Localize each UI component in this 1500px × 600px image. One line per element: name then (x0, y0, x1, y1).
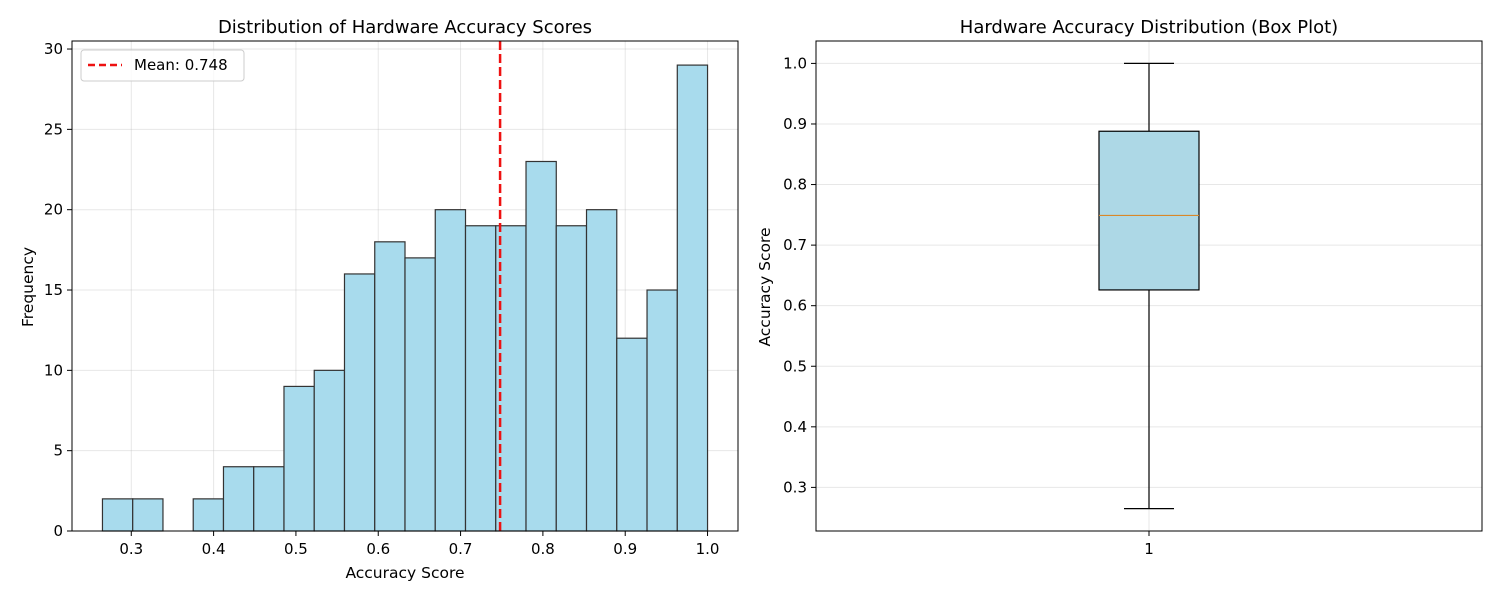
histogram-x-ticks: 0.3 0.4 0.5 0.6 0.7 0.8 0.9 1.0 (119, 531, 719, 558)
histogram-y-tick-label: 25 (44, 120, 63, 138)
histogram-x-tick-label: 0.8 (531, 540, 555, 558)
histogram-y-tick-label: 30 (44, 40, 63, 58)
histogram-bar (646, 289, 678, 532)
histogram-bar (222, 466, 255, 532)
histogram-bar (192, 498, 225, 532)
boxplot-box (1098, 130, 1200, 291)
boxplot-y-tick-label: 0.3 (783, 478, 807, 496)
boxplot-y-axis-label: Accuracy Score (756, 227, 774, 346)
boxplot-y-tick-label: 0.4 (783, 418, 807, 436)
histogram-bar (313, 369, 346, 532)
boxplot-y-tick-label: 0.8 (783, 176, 807, 194)
boxplot-y-tick-label: 0.5 (783, 357, 807, 375)
histogram-y-axis-label: Frequency (19, 247, 37, 327)
histogram-axes-frame (71, 40, 739, 532)
histogram-x-tick-label: 0.3 (119, 540, 143, 558)
histogram-bar (616, 337, 648, 532)
boxplot-y-tick-label: 0.7 (783, 236, 807, 254)
histogram-y-tick-label: 0 (53, 522, 63, 540)
histogram-bar (283, 385, 315, 532)
histogram-x-tick-label: 1.0 (696, 540, 720, 558)
histogram-bar (525, 160, 557, 532)
boxplot-title: Hardware Accuracy Distribution (Box Plot… (960, 17, 1338, 38)
histogram-x-axis-label: Accuracy Score (345, 564, 464, 582)
boxplot-x-tick-label: 1 (1144, 540, 1154, 558)
histogram-bar (374, 241, 406, 532)
histogram-y-tick-label: 10 (44, 361, 63, 379)
boxplot-y-ticks: 0.3 0.4 0.5 0.6 0.7 0.8 0.9 1.0 (783, 54, 816, 496)
boxplot-y-tick-label: 0.9 (783, 115, 807, 133)
histogram-bars (101, 64, 709, 532)
legend-box (80, 49, 245, 82)
boxplot-shapes (1098, 62, 1200, 510)
histogram-bar (101, 498, 134, 532)
histogram-y-tick-label: 20 (44, 201, 63, 219)
histogram-bar (404, 257, 436, 532)
histogram-bar (343, 273, 376, 532)
histogram-bar (132, 498, 164, 532)
histogram-x-tick-label: 0.9 (613, 540, 637, 558)
histogram-y-tick-label: 5 (53, 442, 63, 460)
histogram-y-tick-label: 15 (44, 281, 63, 299)
histogram-x-tick-label: 0.6 (366, 540, 390, 558)
boxplot-panel: Hardware Accuracy Distribution (Box Plot… (756, 17, 1483, 558)
histogram-title: Distribution of Hardware Accuracy Scores (218, 17, 592, 38)
boxplot-y-tick-label: 0.6 (783, 297, 807, 315)
histogram-y-ticks: 0 5 10 15 20 25 30 (44, 40, 72, 540)
boxplot-x-ticks: 1 (1144, 531, 1154, 558)
legend-mean-label: Mean: 0.748 (134, 56, 228, 74)
boxplot-y-tick-label: 1.0 (783, 54, 807, 72)
legend: Mean: 0.748 (80, 49, 245, 82)
histogram-x-tick-label: 0.4 (202, 540, 226, 558)
histogram-x-tick-label: 0.5 (284, 540, 308, 558)
histogram-bar (585, 209, 618, 532)
histogram-x-tick-label: 0.7 (449, 540, 473, 558)
histogram-bar (434, 209, 467, 532)
histogram-bar (253, 466, 285, 532)
histogram-bar (464, 225, 497, 532)
histogram-bar (555, 225, 588, 532)
histogram-bar (676, 64, 709, 532)
histogram-panel: Distribution of Hardware Accuracy Scores… (19, 17, 739, 582)
